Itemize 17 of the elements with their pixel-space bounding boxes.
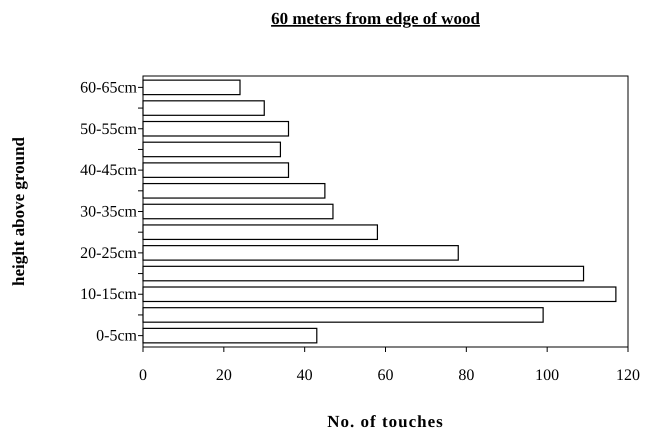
y-tick-label: 40-45cm	[80, 162, 138, 180]
y-tick-label: 20-25cm	[80, 244, 138, 262]
x-tick-label: 40	[296, 367, 313, 384]
y-tick-label: 0-5cm	[96, 328, 138, 345]
chart-title: 60 meters from edge of wood	[271, 9, 480, 28]
x-tick-label: 60	[378, 367, 394, 384]
y-tick-label: 10-15cm	[80, 286, 138, 304]
y-tick-label: 30-35cm	[80, 204, 138, 220]
x-tick-label: 0	[139, 367, 147, 384]
x-axis-title: No. of touches	[327, 412, 444, 431]
x-tick-label: 20	[216, 367, 232, 384]
x-tick-label: 120	[616, 367, 640, 384]
y-tick-label: 60-65cm	[80, 79, 138, 96]
y-axis-title: height above ground	[9, 136, 28, 286]
x-tick-label: 100	[535, 367, 560, 384]
y-tick-label: 50-55cm	[80, 120, 138, 138]
x-tick-label: 80	[458, 367, 474, 384]
